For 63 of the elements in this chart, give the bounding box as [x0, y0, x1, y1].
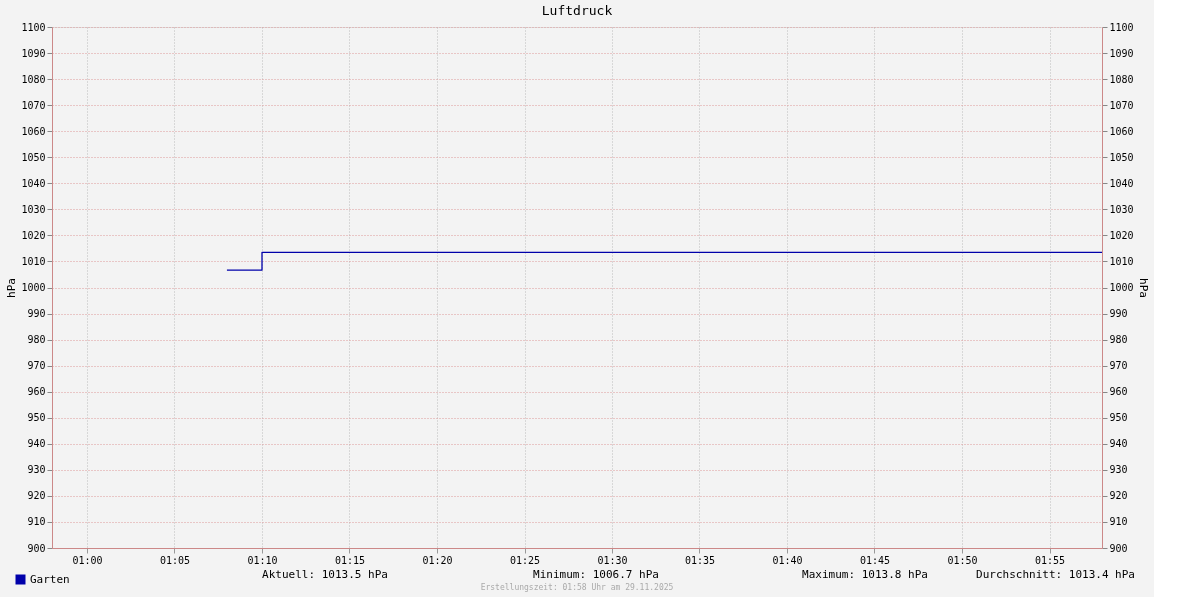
y2-tick-label: 930: [1109, 464, 1128, 476]
text: Maximum: 1013.8 hPa: [802, 568, 928, 581]
x-tick-label: 01:30: [597, 554, 628, 566]
text: Minimum: 1006.7 hPa: [533, 568, 659, 581]
text: Durchschnitt: 1013.4 hPa: [976, 568, 1135, 581]
y-tick-label: 960: [27, 386, 46, 398]
y2-tick-label: 1080: [1109, 73, 1134, 85]
y-tick-label: 1060: [21, 125, 46, 137]
y-tick-label: 1010: [21, 255, 46, 267]
x-tick-label: 01:05: [159, 554, 190, 566]
y2-tick-label: 980: [1109, 334, 1128, 346]
y-tick-label: 1080: [21, 73, 46, 85]
y2-tick-label: 1100: [1109, 21, 1134, 33]
y2-axis-title: hPa: [1136, 278, 1150, 298]
y-tick-label: 1090: [21, 47, 46, 59]
y2-tick-label: 1030: [1109, 203, 1134, 215]
y-tick-label: 920: [27, 490, 46, 502]
x-tick-label: 01:45: [859, 554, 891, 566]
y2-tick-label: 1090: [1109, 47, 1134, 59]
x-tick-label: 01:10: [247, 554, 278, 566]
text: Aktuell: 1013.5 hPa: [262, 568, 388, 581]
x-tick-label: 01:50: [947, 554, 978, 566]
y2-tick-label: 1040: [1109, 177, 1134, 189]
y2-tick-label: 1060: [1109, 125, 1134, 137]
y-tick-label: 940: [27, 438, 46, 450]
text: Erstellungszeit: 01:58 Uhr am 29.11.2025: [480, 583, 674, 592]
y2-tick-label: 1020: [1109, 229, 1134, 241]
y2-tick-label: 900: [1109, 542, 1128, 554]
y-tick-label: 1030: [21, 203, 46, 215]
y2-tick-label: 1070: [1109, 99, 1134, 111]
x-tick-label: 01:25: [509, 554, 541, 566]
y-tick-label: 1000: [21, 282, 46, 293]
x-tick-label: 01:00: [72, 554, 103, 566]
y-tick-label: 1050: [21, 151, 46, 163]
x-tick-label: 01:15: [334, 554, 366, 566]
y-tick-label: 1070: [21, 99, 46, 111]
y2-tick-label: 940: [1109, 438, 1128, 450]
y-tick-label: 1020: [21, 229, 46, 241]
y2-tick-label: 1050: [1109, 151, 1134, 163]
y-tick-label: 980: [27, 334, 46, 346]
y-tick-label: 930: [27, 464, 46, 476]
y-tick-label: 990: [27, 308, 46, 320]
y2-tick-label: 960: [1109, 386, 1128, 398]
y-tick-label: 1100: [21, 21, 46, 33]
y2-tick-label: 950: [1109, 412, 1128, 424]
y-tick-label: 970: [27, 360, 46, 372]
legend-label: Garten: [30, 572, 70, 586]
y2-tick-label: 990: [1109, 308, 1128, 320]
y2-tick-label: 1010: [1109, 255, 1134, 267]
chart-title: Luftdruck: [541, 3, 613, 18]
y2-tick-label: 910: [1109, 516, 1128, 528]
y-tick-label: 950: [27, 412, 46, 424]
y2-tick-label: 920: [1109, 490, 1128, 502]
y-axis-title: hPa: [5, 278, 19, 298]
y2-tick-label: 1000: [1109, 282, 1134, 293]
x-tick-label: 01:20: [422, 554, 453, 566]
y-tick-label: 910: [27, 516, 46, 528]
y-tick-label: 900: [27, 542, 46, 554]
y-tick-label: 1040: [21, 177, 46, 189]
x-tick-label: 01:35: [684, 554, 715, 566]
y2-tick-label: 970: [1109, 360, 1128, 372]
x-tick-label: 01:40: [772, 554, 803, 566]
x-tick-label: 01:55: [1034, 554, 1066, 566]
